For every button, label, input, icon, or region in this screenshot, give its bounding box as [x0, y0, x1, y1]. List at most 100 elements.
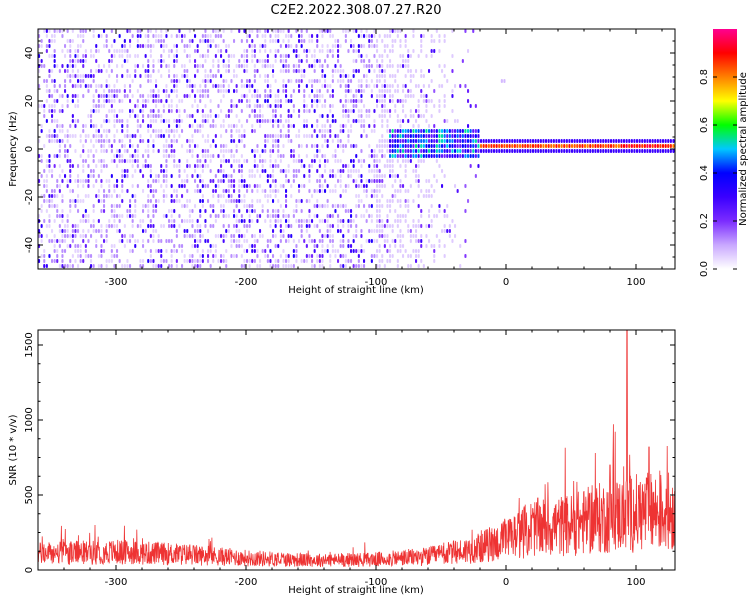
heatmap-cell [121, 199, 124, 203]
heatmap-cell [313, 189, 316, 193]
heatmap-cell [246, 239, 249, 243]
heatmap-cell [97, 189, 100, 193]
heatmap-cell [404, 204, 407, 208]
heatmap-cell [274, 114, 277, 118]
heatmap-cell [53, 99, 56, 103]
heatmap-cell [66, 49, 69, 53]
heatmap-cell [628, 149, 631, 153]
heatmap-cell [376, 144, 379, 148]
heatmap-cell [425, 99, 428, 103]
heatmap-cell [38, 69, 41, 73]
heatmap-cell [84, 54, 87, 58]
heatmap-cell [181, 264, 184, 268]
heatmap-cell [560, 144, 563, 148]
heatmap-cell [422, 159, 425, 163]
heatmap-cell [53, 139, 56, 143]
heatmap-cell [363, 129, 366, 133]
heatmap-cell [591, 149, 594, 153]
heatmap-cell [212, 259, 215, 263]
heatmap-cell [243, 49, 246, 53]
heatmap-cell [378, 174, 381, 178]
heatmap-cell [142, 154, 145, 158]
heatmap-cell [274, 94, 277, 98]
heatmap-cell [147, 64, 150, 68]
heatmap-cell [147, 114, 150, 118]
heatmap-cell [368, 59, 371, 63]
heatmap-cell [292, 69, 295, 73]
heatmap-cell [347, 29, 350, 33]
heatmap-cell [625, 139, 628, 143]
heatmap-cell [368, 164, 371, 168]
heatmap-cell [64, 224, 67, 228]
heatmap-cell [40, 254, 43, 258]
heatmap-cell [274, 264, 277, 268]
heatmap-cell [269, 49, 272, 53]
heatmap-cell [308, 34, 311, 38]
heatmap-cell [300, 234, 303, 238]
heatmap-cell [586, 149, 589, 153]
heatmap-cell [282, 229, 285, 233]
heatmap-frame [37, 28, 676, 270]
heatmap-cell [363, 249, 366, 253]
heatmap-cell [277, 199, 280, 203]
heatmap-cell [318, 29, 321, 33]
heatmap-cell [173, 64, 176, 68]
heatmap-cell [326, 129, 329, 133]
heatmap-cell [48, 39, 51, 43]
heatmap-cell [181, 39, 184, 43]
heatmap-cell [149, 199, 152, 203]
heatmap-cell [391, 229, 394, 233]
heatmap-cell [100, 164, 103, 168]
heatmap-cell [376, 224, 379, 228]
heatmap-cell [178, 244, 181, 248]
heatmap-cell [170, 154, 173, 158]
heatmap-cell [165, 64, 168, 68]
heatmap-cell [259, 229, 262, 233]
heatmap-cell [170, 174, 173, 178]
heatmap-cell [292, 264, 295, 268]
heatmap-cell [360, 134, 363, 138]
heatmap-cell [194, 234, 197, 238]
heatmap-cell [287, 54, 290, 58]
heatmap-cell [82, 199, 85, 203]
heatmap-cell [669, 144, 672, 148]
heatmap-cell [311, 84, 314, 88]
heatmap-cell [277, 29, 280, 33]
heatmap-cell [594, 149, 597, 153]
heatmap-cell [459, 264, 462, 268]
heatmap-cell [220, 159, 223, 163]
heatmap-cell [199, 199, 202, 203]
heatmap-cell [285, 169, 288, 173]
heatmap-cell [342, 224, 345, 228]
heatmap-cell [243, 199, 246, 203]
heatmap-cell [136, 89, 139, 93]
heatmap-cell [240, 169, 243, 173]
heatmap-cell [331, 74, 334, 78]
heatmap-cell [292, 249, 295, 253]
heatmap-cell [238, 184, 241, 188]
heatmap-cell [669, 149, 672, 153]
heatmap-cell [292, 154, 295, 158]
heatmap-cell [240, 214, 243, 218]
heatmap-cell [469, 149, 472, 153]
heatmap-cell [451, 109, 454, 113]
heatmap-cell [181, 219, 184, 223]
heatmap-cell [394, 134, 397, 138]
heatmap-cell [103, 194, 106, 198]
heatmap-cell [175, 194, 178, 198]
heatmap-cell [350, 89, 353, 93]
heatmap-cell [326, 244, 329, 248]
heatmap-cell [417, 109, 420, 113]
heatmap-cell [277, 214, 280, 218]
heatmap-cell [324, 169, 327, 173]
heatmap-cell [399, 129, 402, 133]
heatmap-cell [191, 134, 194, 138]
heatmap-cell [524, 149, 527, 153]
heatmap-cell [329, 129, 332, 133]
heatmap-cell [113, 94, 116, 98]
heatmap-cell [313, 129, 316, 133]
heatmap-cell [386, 224, 389, 228]
heatmap-cell [412, 94, 415, 98]
heatmap-cell [87, 229, 90, 233]
heatmap-cell [168, 104, 171, 108]
